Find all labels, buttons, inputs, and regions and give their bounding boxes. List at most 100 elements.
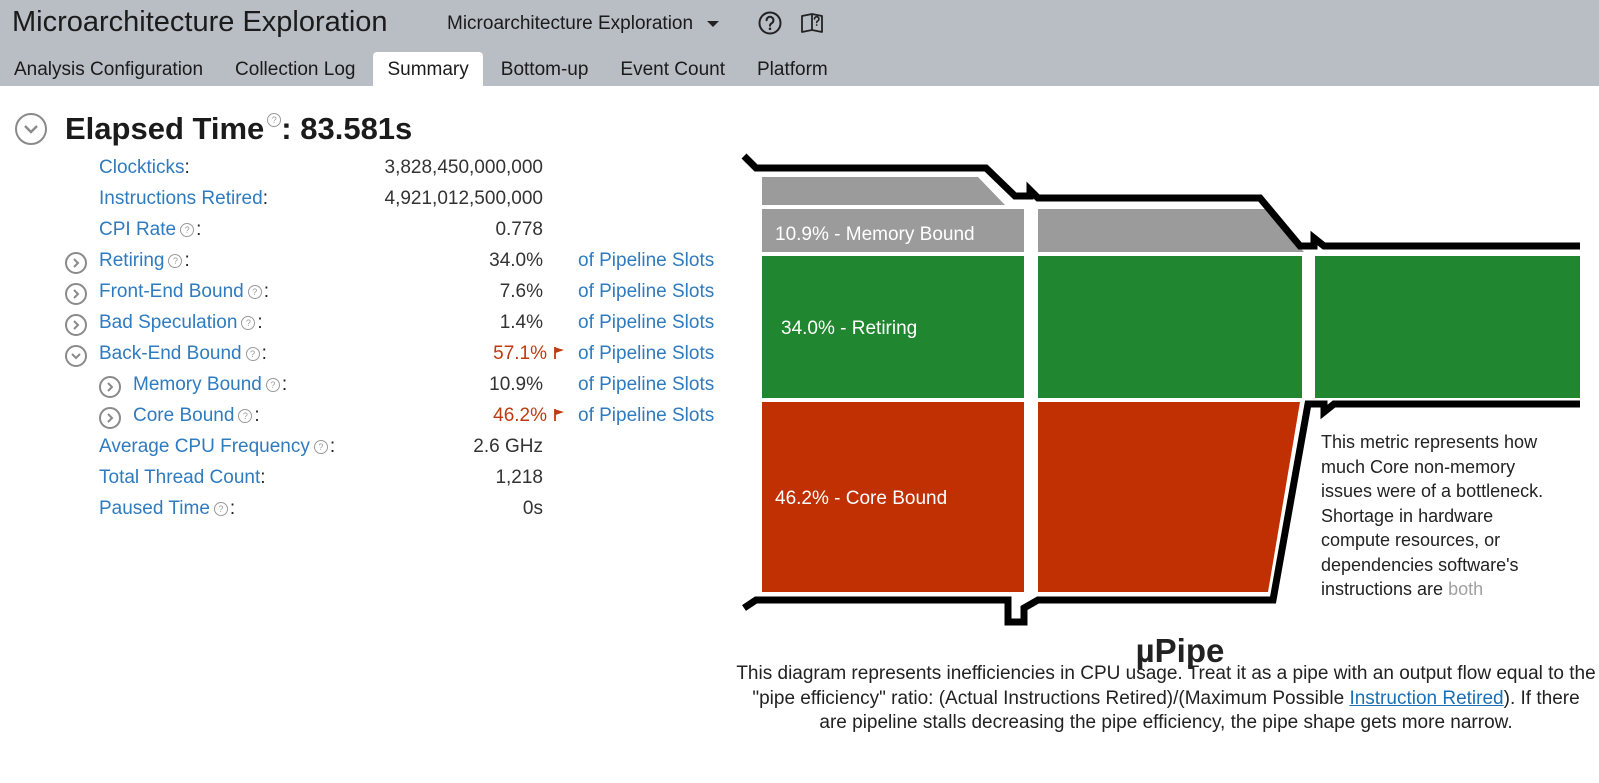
metric-label-retiring[interactable]: Retiring?: <box>99 250 190 271</box>
help-icon[interactable]: ? <box>247 285 262 299</box>
tab-platform[interactable]: Platform <box>757 59 828 80</box>
help-icon[interactable]: ? <box>213 502 228 516</box>
metric-label-clockticks[interactable]: Clockticks: <box>99 157 190 178</box>
metric-label-paused-time[interactable]: Paused Time?: <box>99 498 236 519</box>
metric-label-memory-bound[interactable]: Memory Bound?: <box>133 374 288 395</box>
metric-row-paused-time: Paused Time?: 0s <box>0 498 740 522</box>
tab-analysis-configuration[interactable]: Analysis Configuration <box>14 59 204 80</box>
upipe-tooltip-main: This metric represents how much Core non… <box>1321 432 1544 599</box>
help-circle-icon[interactable] <box>757 10 783 36</box>
metric-unit-bad-speculation[interactable]: of Pipeline Slots <box>578 312 715 333</box>
upipe-label-retiring: 34.0% - Retiring <box>781 318 918 339</box>
metric-value-average-cpu-frequency: 2.6 GHz <box>473 436 543 457</box>
front-end-bound-expand-toggle[interactable] <box>65 283 87 305</box>
metric-label-instructions-retired[interactable]: Instructions Retired: <box>99 188 268 209</box>
metric-value-total-thread-count: 1,218 <box>495 467 543 488</box>
elapsed-time-value: : 83.581s <box>281 111 413 146</box>
chevron-right-icon <box>73 258 80 268</box>
metric-value-clockticks: 3,828,450,000,000 <box>384 157 544 178</box>
chevron-down-icon <box>71 353 81 360</box>
upipe-core-bound-segment-1[interactable] <box>762 402 1024 592</box>
book-help-icon[interactable] <box>799 10 825 36</box>
help-icon[interactable]: ? <box>267 113 282 127</box>
upipe-outline-bottom <box>742 400 1580 626</box>
metric-row-clockticks: Clockticks: 3,828,450,000,000 <box>0 157 740 181</box>
metric-row-total-thread-count: Total Thread Count: 1,218 <box>0 467 740 491</box>
chevron-down-icon <box>707 21 720 27</box>
help-icon[interactable]: ? <box>245 347 260 361</box>
metric-value-back-end-bound: 57.1% <box>493 343 547 364</box>
metric-row-bad-speculation: Bad Speculation?: 1.4% of Pipeline Slots <box>0 312 740 336</box>
app-title: Microarchitecture Exploration <box>12 6 388 38</box>
metric-label-cpi-rate[interactable]: CPI Rate?: <box>99 219 202 240</box>
help-icon[interactable]: ? <box>238 409 253 423</box>
back-end-bound-collapse-toggle[interactable] <box>65 345 87 367</box>
upipe-retiring-segment-3[interactable] <box>1315 256 1580 398</box>
memory-bound-expand-toggle[interactable] <box>99 376 121 398</box>
upipe-memory-bound-segment[interactable] <box>762 209 1024 252</box>
metric-label-bad-speculation[interactable]: Bad Speculation?: <box>99 312 263 333</box>
warning-flag-icon <box>554 347 564 359</box>
metric-value-memory-bound: 10.9% <box>489 374 543 395</box>
metric-row-retiring: Retiring?: 34.0% of Pipeline Slots <box>0 250 740 274</box>
tab-summary[interactable]: Summary <box>373 52 483 86</box>
metric-unit-memory-bound[interactable]: of Pipeline Slots <box>578 374 715 395</box>
upipe-tooltip: This metric represents how much Core non… <box>1321 430 1561 602</box>
header-bar: Microarchitecture Exploration Microarchi… <box>0 0 1599 86</box>
tab-event-count[interactable]: Event Count <box>620 59 725 80</box>
metric-row-cpi-rate: CPI Rate?: 0.778 <box>0 219 740 243</box>
metric-label-front-end-bound[interactable]: Front-End Bound?: <box>99 281 269 302</box>
tab-bar: Analysis Configuration Collection Log Su… <box>0 52 846 86</box>
core-bound-expand-toggle[interactable] <box>99 407 121 429</box>
analysis-type-dropdown[interactable]: Microarchitecture Exploration <box>447 13 720 35</box>
upipe-core-bound-segment-2[interactable] <box>1038 402 1300 592</box>
metric-row-core-bound: Core Bound?: 46.2% of Pipeline Slots <box>0 405 740 429</box>
help-icon[interactable]: ? <box>180 223 195 237</box>
help-icon[interactable]: ? <box>313 440 328 454</box>
upipe-caption-end: ). If there are pipeline stalls decreasi… <box>819 687 1580 734</box>
metric-row-memory-bound: Memory Bound?: 10.9% of Pipeline Slots <box>0 374 740 398</box>
tab-bottom-up[interactable]: Bottom-up <box>500 59 589 80</box>
upipe-retiring-segment-1[interactable] <box>762 256 1024 398</box>
retiring-expand-toggle[interactable] <box>65 252 87 274</box>
metric-value-bad-speculation: 1.4% <box>499 312 543 333</box>
elapsed-time-heading: Elapsed Time ? : 83.581s <box>65 111 412 147</box>
elapsed-time-collapse-toggle[interactable] <box>15 113 47 145</box>
metric-value-instructions-retired: 4,921,012,500,000 <box>384 188 544 209</box>
metric-row-instructions-retired: Instructions Retired: 4,921,012,500,000 <box>0 188 740 212</box>
metric-unit-core-bound[interactable]: of Pipeline Slots <box>578 405 715 426</box>
chevron-right-icon <box>73 289 80 299</box>
metric-value-cpi-rate: 0.778 <box>495 219 543 240</box>
upipe-memory-bound-top[interactable] <box>762 177 1005 205</box>
help-icon[interactable]: ? <box>265 378 280 392</box>
help-icon[interactable]: ? <box>241 316 256 330</box>
metric-row-front-end-bound: Front-End Bound?: 7.6% of Pipeline Slots <box>0 281 740 305</box>
help-icon[interactable]: ? <box>168 254 183 268</box>
metric-unit-retiring[interactable]: of Pipeline Slots <box>578 250 715 271</box>
metric-unit-front-end-bound[interactable]: of Pipeline Slots <box>578 281 715 302</box>
chevron-down-icon <box>24 125 38 134</box>
upipe-title: µPipe <box>1135 632 1225 669</box>
metric-label-back-end-bound[interactable]: Back-End Bound?: <box>99 343 267 364</box>
chevron-right-icon <box>73 320 80 330</box>
chevron-right-icon <box>107 413 114 423</box>
metric-value-front-end-bound: 7.6% <box>499 281 543 302</box>
instruction-retired-link[interactable]: Instruction Retired <box>1349 687 1504 709</box>
upipe-label-memory-bound: 10.9% - Memory Bound <box>775 224 975 245</box>
bad-speculation-expand-toggle[interactable] <box>65 314 87 336</box>
tab-collection-log[interactable]: Collection Log <box>235 59 356 80</box>
metric-label-average-cpu-frequency[interactable]: Average CPU Frequency?: <box>99 436 336 457</box>
metric-row-back-end-bound: Back-End Bound?: 57.1% of Pipeline Slots <box>0 343 740 367</box>
elapsed-time-label: Elapsed Time <box>65 111 265 146</box>
warning-flag-icon <box>554 409 564 421</box>
analysis-type-value: Microarchitecture Exploration <box>447 13 694 34</box>
metric-value-paused-time: 0s <box>522 498 543 519</box>
upipe-retiring-segment-2[interactable] <box>1038 256 1302 398</box>
upipe-outline-top <box>741 153 1580 250</box>
metric-label-total-thread-count[interactable]: Total Thread Count: <box>99 467 266 488</box>
upipe-memory-bound-segment-2[interactable] <box>1038 209 1304 252</box>
metric-label-core-bound[interactable]: Core Bound?: <box>133 405 260 426</box>
metric-unit-back-end-bound[interactable]: of Pipeline Slots <box>578 343 715 364</box>
metric-value-core-bound: 46.2% <box>493 405 547 426</box>
upipe-caption: This diagram represents inefficiencies i… <box>736 662 1596 736</box>
